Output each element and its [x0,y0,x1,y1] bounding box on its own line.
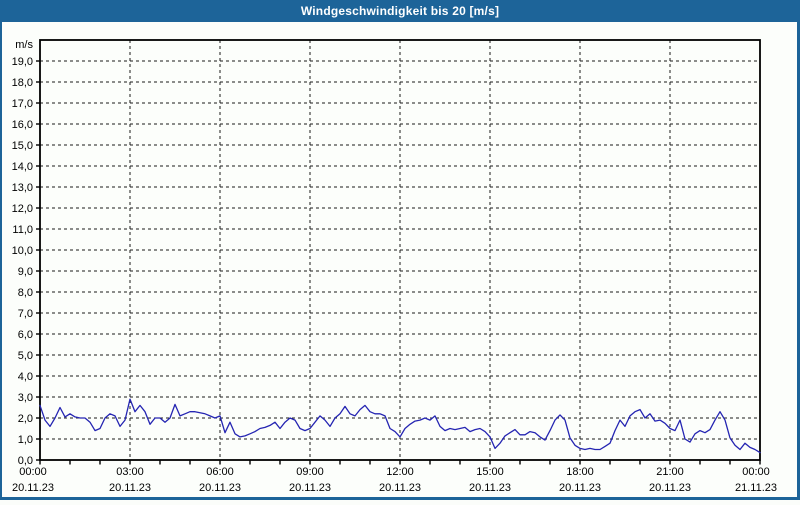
x-tick-time: 12:00 [386,466,414,478]
y-tick-label: 8,0 [18,287,33,299]
x-tick-date: 20.11.23 [469,482,511,494]
x-tick-time: 03:00 [116,466,144,478]
x-tick-date: 20.11.23 [109,482,151,494]
x-tick-time: 00:00 [19,466,47,478]
x-tick-date: 20.11.23 [199,482,241,494]
y-tick-label: 7,0 [18,308,33,320]
x-tick-date: 21.11.23 [735,482,777,494]
y-tick-label: 5,0 [18,350,33,362]
y-tick-label: 1,0 [18,434,33,446]
y-tick-label: 16,0 [12,119,33,131]
x-tick-time: 09:00 [296,466,324,478]
y-tick-label: 14,0 [12,161,33,173]
x-tick-time: 15:00 [476,466,504,478]
x-axis-labels: 00:00 20.11.23 03:00 20.11.23 06:00 20.11.23 0… [12,466,777,494]
x-tick-time: 00:00 [742,466,770,478]
y-tick-label: 4,0 [18,371,33,383]
y-tick-label: 3,0 [18,392,33,404]
y-tick-label: 17,0 [12,98,33,110]
x-tick-date: 20.11.23 [12,482,54,494]
y-tick-label: 15,0 [12,140,33,152]
x-tick-date: 20.11.23 [289,482,331,494]
y-axis-labels: 0,0 1,0 2,0 3,0 4,0 5,0 6,0 7,0 8,0 9,0 10,0 11,0 12… [12,39,34,467]
y-tick-label: 11,0 [12,224,33,236]
chart-title: Windgeschwindigkeit bis 20 [m/s] [300,4,500,18]
y-tick-label: 0,0 [18,455,33,467]
wind-speed-line [39,398,761,454]
x-tick-date: 20.11.23 [379,482,421,494]
chart-title-bar: Windgeschwindigkeit bis 20 [m/s] [0,0,800,22]
y-tick-label: 18,0 [12,77,33,89]
wind-speed-series [39,398,761,454]
y-tick-label: 13,0 [12,182,33,194]
y-axis-unit: m/s [15,39,33,51]
x-tick-time: 21:00 [656,466,684,478]
x-tick-date: 20.11.23 [649,482,691,494]
y-tick-label: 19,0 [12,56,33,68]
x-tick-time: 06:00 [206,466,234,478]
axis-ticks [36,60,761,465]
y-tick-label: 9,0 [18,266,33,278]
x-tick-date: 20.11.23 [559,482,601,494]
grid-lines [40,40,760,460]
y-tick-label: 6,0 [18,329,33,341]
y-tick-label: 2,0 [18,413,33,425]
y-tick-label: 12,0 [12,203,33,215]
x-tick-time: 18:00 [566,466,594,478]
y-tick-label: 10,0 [12,245,33,257]
